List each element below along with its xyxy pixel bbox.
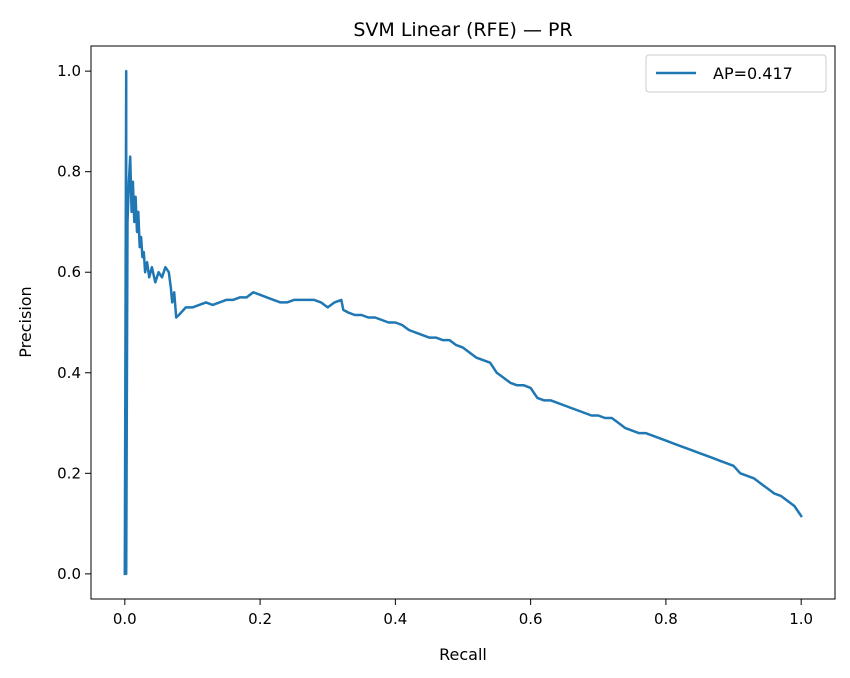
y-tick-label: 0.4 (57, 364, 81, 382)
x-axis-label: Recall (439, 645, 487, 664)
x-tick-label: 0.8 (654, 610, 678, 628)
y-tick-label: 0.6 (57, 263, 81, 281)
x-tick-label: 1.0 (789, 610, 813, 628)
legend: AP=0.417 (645, 54, 827, 93)
y-tick-label: 0.2 (57, 464, 81, 482)
y-tick-label: 0.0 (57, 565, 81, 583)
plot-area: 0.0 0.2 0.4 0.6 0.8 1.0 0.0 0.2 0.4 0.6 0.8 1.0 (57, 45, 836, 628)
series-line (123, 69, 803, 576)
chart-title: SVM Linear (RFE) — PR (353, 19, 572, 41)
y-axis-ticks: 0.0 0.2 0.4 0.6 0.8 1.0 (57, 62, 91, 583)
x-axis-ticks: 0.0 0.2 0.4 0.6 0.8 1.0 (113, 599, 813, 628)
y-tick-label: 0.8 (57, 163, 81, 181)
plot-frame (90, 45, 836, 600)
x-tick-label: 0.0 (113, 610, 137, 628)
legend-box (645, 54, 827, 93)
x-tick-label: 0.4 (383, 610, 407, 628)
y-tick-label: 1.0 (57, 62, 81, 80)
series-layer (123, 69, 803, 576)
y-axis-label: Precision (16, 286, 35, 357)
legend-label: AP=0.417 (713, 64, 793, 83)
x-tick-label: 0.6 (519, 610, 543, 628)
x-tick-label: 0.2 (248, 610, 272, 628)
